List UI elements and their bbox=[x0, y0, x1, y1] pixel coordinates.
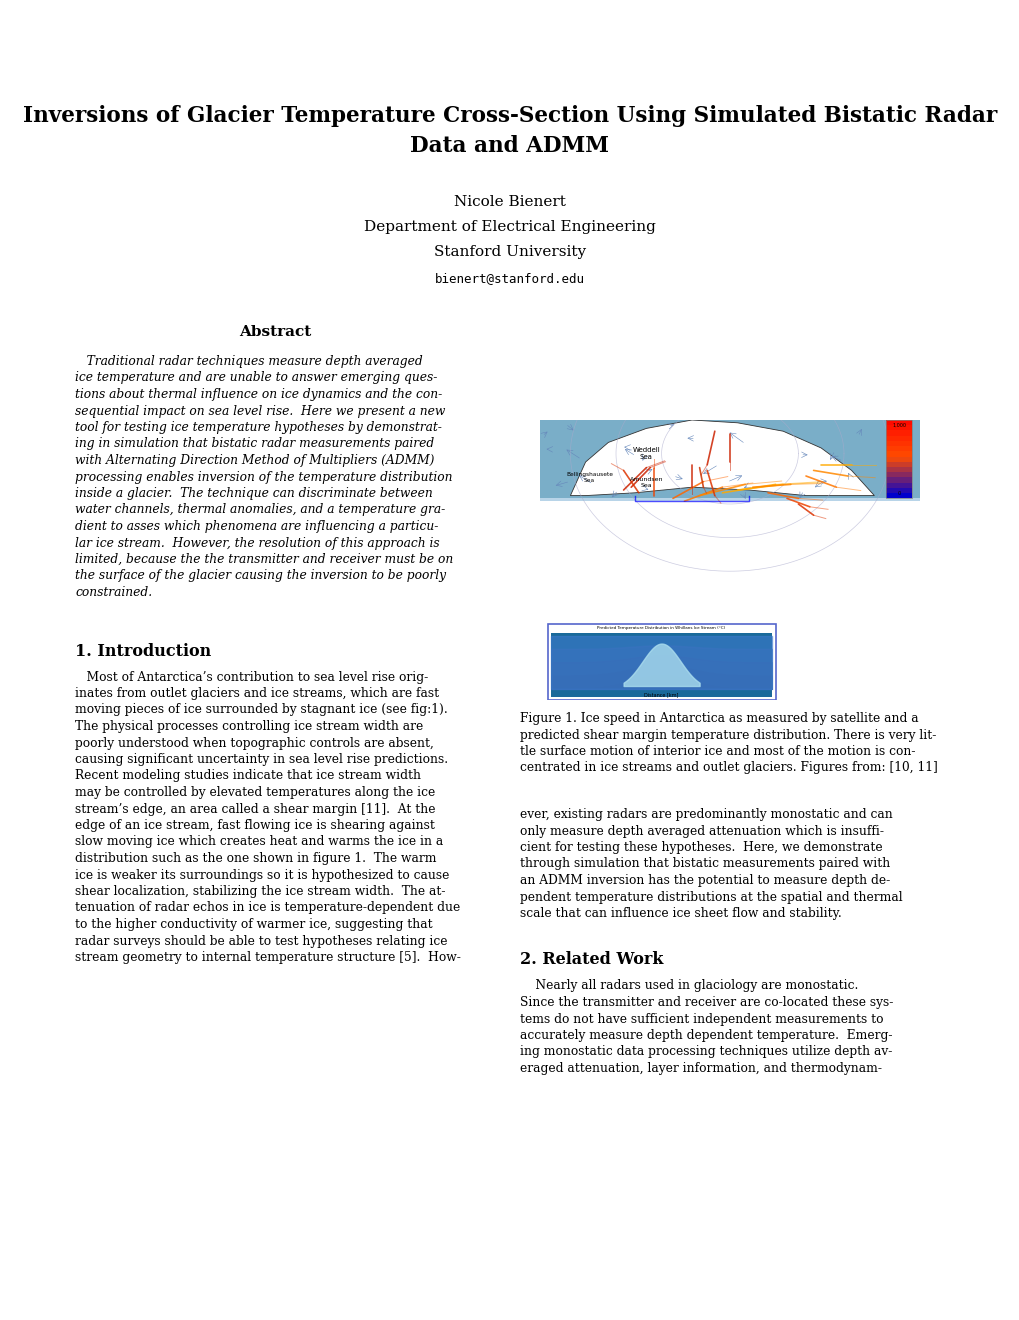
Text: pendent temperature distributions at the spatial and thermal: pendent temperature distributions at the… bbox=[520, 891, 902, 903]
Text: Amundsen
Sea: Amundsen Sea bbox=[629, 478, 662, 488]
Text: an ADMM inversion has the potential to measure depth de-: an ADMM inversion has the potential to m… bbox=[520, 874, 890, 887]
Text: 0: 0 bbox=[897, 491, 900, 495]
Text: slow moving ice which creates heat and warms the ice in a: slow moving ice which creates heat and w… bbox=[75, 836, 443, 849]
Bar bbox=[884, 462, 912, 467]
Text: water channels, thermal anomalies, and a temperature gra-: water channels, thermal anomalies, and a… bbox=[75, 503, 445, 516]
Bar bbox=[884, 473, 912, 478]
Text: lar ice stream.  However, the resolution of this approach is: lar ice stream. However, the resolution … bbox=[75, 536, 439, 549]
Text: Nicole Bienert: Nicole Bienert bbox=[453, 195, 566, 209]
Text: tool for testing ice temperature hypotheses by demonstrat-: tool for testing ice temperature hypothe… bbox=[75, 421, 441, 434]
Text: Department of Electrical Engineering: Department of Electrical Engineering bbox=[364, 220, 655, 234]
Text: limited, because the the transmitter and receiver must be on: limited, because the the transmitter and… bbox=[75, 553, 452, 566]
Text: dient to asses which phenomena are influencing a particu-: dient to asses which phenomena are influ… bbox=[75, 520, 438, 533]
Text: processing enables inversion of the temperature distribution: processing enables inversion of the temp… bbox=[75, 470, 452, 483]
Text: eraged attenuation, layer information, and thermodynam-: eraged attenuation, layer information, a… bbox=[520, 1063, 881, 1074]
Text: Stanford University: Stanford University bbox=[433, 246, 586, 259]
Bar bbox=[551, 632, 771, 697]
Bar bbox=[884, 436, 912, 441]
Text: Predicted Temperature Distribution in Whillans Ice Stream (°C): Predicted Temperature Distribution in Wh… bbox=[597, 626, 726, 630]
Text: Traditional radar techniques measure depth averaged: Traditional radar techniques measure dep… bbox=[75, 355, 422, 368]
Text: 2. Related Work: 2. Related Work bbox=[520, 952, 662, 969]
Bar bbox=[884, 420, 912, 499]
Bar bbox=[884, 494, 912, 499]
Text: 1,000: 1,000 bbox=[892, 422, 905, 428]
Bar bbox=[539, 420, 919, 502]
Text: ice is weaker its surroundings so it is hypothesized to cause: ice is weaker its surroundings so it is … bbox=[75, 869, 449, 882]
Bar bbox=[884, 446, 912, 451]
Text: Data and ADMM: Data and ADMM bbox=[410, 135, 609, 157]
Text: Since the transmitter and receiver are co-located these sys-: Since the transmitter and receiver are c… bbox=[520, 997, 893, 1008]
Bar bbox=[547, 624, 774, 700]
Text: inates from outlet glaciers and ice streams, which are fast: inates from outlet glaciers and ice stre… bbox=[75, 686, 439, 700]
Text: tions about thermal influence on ice dynamics and the con-: tions about thermal influence on ice dyn… bbox=[75, 388, 442, 401]
Text: Inversions of Glacier Temperature Cross-Section Using Simulated Bistatic Radar: Inversions of Glacier Temperature Cross-… bbox=[22, 106, 997, 127]
Text: Abstract: Abstract bbox=[238, 325, 311, 339]
Text: constrained.: constrained. bbox=[75, 586, 152, 599]
Bar bbox=[884, 430, 912, 436]
Text: radar surveys should be able to test hypotheses relating ice: radar surveys should be able to test hyp… bbox=[75, 935, 447, 948]
Text: Distance [km]: Distance [km] bbox=[644, 692, 678, 697]
Text: tle surface motion of interior ice and most of the motion is con-: tle surface motion of interior ice and m… bbox=[520, 744, 915, 758]
Bar bbox=[884, 441, 912, 446]
Bar bbox=[884, 488, 912, 494]
Text: edge of an ice stream, fast flowing ice is shearing against: edge of an ice stream, fast flowing ice … bbox=[75, 818, 434, 832]
Text: 1. Introduction: 1. Introduction bbox=[75, 643, 211, 660]
Text: stream’s edge, an area called a shear margin [11].  At the: stream’s edge, an area called a shear ma… bbox=[75, 803, 435, 816]
Text: accurately measure depth dependent temperature.  Emerg-: accurately measure depth dependent tempe… bbox=[520, 1030, 892, 1041]
Bar bbox=[539, 420, 919, 499]
Text: Nearly all radars used in glaciology are monostatic.: Nearly all radars used in glaciology are… bbox=[520, 979, 858, 993]
Text: tems do not have sufficient independent measurements to: tems do not have sufficient independent … bbox=[520, 1012, 882, 1026]
Text: causing significant uncertainty in sea level rise predictions.: causing significant uncertainty in sea l… bbox=[75, 752, 447, 766]
Text: Weddell
Sea: Weddell Sea bbox=[632, 447, 659, 461]
Text: with Alternating Direction Method of Multipliers (ADMM): with Alternating Direction Method of Mul… bbox=[75, 454, 434, 467]
Bar bbox=[884, 467, 912, 473]
Text: ever, existing radars are predominantly monostatic and can: ever, existing radars are predominantly … bbox=[520, 808, 892, 821]
Text: ing in simulation that bistatic radar measurements paired: ing in simulation that bistatic radar me… bbox=[75, 437, 434, 450]
Text: sequential impact on sea level rise.  Here we present a new: sequential impact on sea level rise. Her… bbox=[75, 404, 445, 417]
Text: through simulation that bistatic measurements paired with: through simulation that bistatic measure… bbox=[520, 858, 890, 870]
Text: to the higher conductivity of warmer ice, suggesting that: to the higher conductivity of warmer ice… bbox=[75, 917, 432, 931]
Text: inside a glacier.  The technique can discriminate between: inside a glacier. The technique can disc… bbox=[75, 487, 432, 500]
Text: Bellingshausete
Sea: Bellingshausete Sea bbox=[566, 471, 612, 483]
Text: ice temperature and are unable to answer emerging ques-: ice temperature and are unable to answer… bbox=[75, 371, 437, 384]
Bar bbox=[884, 478, 912, 483]
Text: The physical processes controlling ice stream width are: The physical processes controlling ice s… bbox=[75, 719, 423, 733]
Text: scale that can influence ice sheet flow and stability.: scale that can influence ice sheet flow … bbox=[520, 907, 841, 920]
Text: ing monostatic data processing techniques utilize depth av-: ing monostatic data processing technique… bbox=[520, 1045, 892, 1059]
Bar bbox=[884, 451, 912, 457]
Text: predicted shear margin temperature distribution. There is very lit-: predicted shear margin temperature distr… bbox=[520, 729, 935, 742]
Bar bbox=[539, 420, 919, 499]
Text: shear localization, stabilizing the ice stream width.  The at-: shear localization, stabilizing the ice … bbox=[75, 884, 445, 898]
Bar bbox=[884, 420, 912, 425]
Text: cient for testing these hypotheses.  Here, we demonstrate: cient for testing these hypotheses. Here… bbox=[520, 841, 881, 854]
Text: bienert@stanford.edu: bienert@stanford.edu bbox=[434, 272, 585, 285]
Text: may be controlled by elevated temperatures along the ice: may be controlled by elevated temperatur… bbox=[75, 785, 435, 799]
Polygon shape bbox=[570, 420, 873, 495]
Text: moving pieces of ice surrounded by stagnant ice (see fig:1).: moving pieces of ice surrounded by stagn… bbox=[75, 704, 447, 717]
Text: centrated in ice streams and outlet glaciers. Figures from: [10, 11]: centrated in ice streams and outlet glac… bbox=[520, 762, 936, 775]
Bar bbox=[884, 483, 912, 488]
Bar bbox=[884, 457, 912, 462]
Text: poorly understood when topographic controls are absent,: poorly understood when topographic contr… bbox=[75, 737, 433, 750]
Text: tenuation of radar echos in ice is temperature-dependent due: tenuation of radar echos in ice is tempe… bbox=[75, 902, 460, 915]
Text: stream geometry to internal temperature structure [5].  How-: stream geometry to internal temperature … bbox=[75, 950, 461, 964]
Text: the surface of the glacier causing the inversion to be poorly: the surface of the glacier causing the i… bbox=[75, 569, 445, 582]
Text: Most of Antarctica’s contribution to sea level rise orig-: Most of Antarctica’s contribution to sea… bbox=[75, 671, 428, 684]
Text: Recent modeling studies indicate that ice stream width: Recent modeling studies indicate that ic… bbox=[75, 770, 421, 783]
Text: Figure 1. Ice speed in Antarctica as measured by satellite and a: Figure 1. Ice speed in Antarctica as mea… bbox=[520, 711, 918, 725]
Bar bbox=[884, 425, 912, 430]
Text: only measure depth averaged attenuation which is insuffi-: only measure depth averaged attenuation … bbox=[520, 825, 883, 837]
Text: distribution such as the one shown in figure 1.  The warm: distribution such as the one shown in fi… bbox=[75, 851, 436, 865]
